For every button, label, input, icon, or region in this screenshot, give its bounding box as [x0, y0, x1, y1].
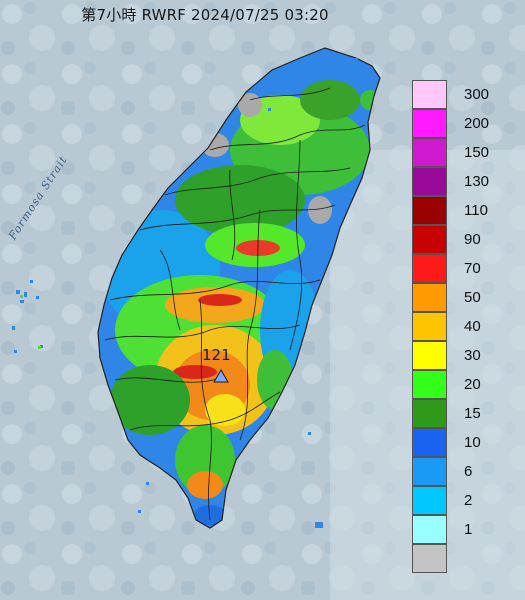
legend-swatch [412, 283, 447, 312]
legend-swatch [412, 167, 447, 196]
legend-label: 15 [464, 405, 481, 422]
legend-row: 70 [412, 254, 522, 283]
legend-swatch [412, 312, 447, 341]
legend-row: 1 [412, 515, 522, 544]
map-title: 第7小時 RWRF 2024/07/25 03:20 [81, 6, 329, 24]
legend-row: 110 [412, 196, 522, 225]
peak-value-label: 121 [202, 346, 231, 364]
legend-label: 50 [464, 289, 481, 306]
legend-label: 130 [464, 173, 490, 190]
legend-swatch [412, 109, 447, 138]
legend-swatch [412, 254, 447, 283]
legend-label: 300 [464, 86, 490, 103]
legend-swatch [412, 399, 447, 428]
legend-swatch [412, 80, 447, 109]
legend-swatch [412, 196, 447, 225]
legend-row: 30 [412, 341, 522, 370]
legend-label: 2 [464, 492, 473, 509]
legend-row: 15 [412, 399, 522, 428]
legend-swatch [412, 428, 447, 457]
legend-row: 2 [412, 486, 522, 515]
legend-swatch [412, 457, 447, 486]
legend-label: 30 [464, 347, 481, 364]
boundary-lines [104, 87, 366, 521]
legend-label: 6 [464, 463, 473, 480]
legend-swatch [412, 486, 447, 515]
sea-echoes-green [20, 295, 41, 349]
legend-label: 150 [464, 144, 490, 161]
legend-label: 10 [464, 434, 481, 451]
legend-label: 40 [464, 318, 481, 335]
legend-swatch [412, 138, 447, 167]
legend-row: 6 [412, 457, 522, 486]
legend-label: 90 [464, 231, 481, 248]
legend-swatch [412, 515, 447, 544]
legend-label: 200 [464, 115, 490, 132]
legend-swatch [412, 225, 447, 254]
legend-row [412, 544, 522, 573]
legend-label: 70 [464, 260, 481, 277]
legend-row: 300 [412, 80, 522, 109]
legend-row: 200 [412, 109, 522, 138]
peak-station-marker-icon [213, 369, 229, 383]
legend-swatch [412, 370, 447, 399]
legend-row: 20 [412, 370, 522, 399]
legend-swatch [412, 544, 447, 573]
legend-row: 50 [412, 283, 522, 312]
legend-row: 40 [412, 312, 522, 341]
sea-echoes [12, 58, 358, 528]
legend-swatch [412, 341, 447, 370]
legend-label: 1 [464, 521, 473, 538]
legend-row: 90 [412, 225, 522, 254]
legend-row: 150 [412, 138, 522, 167]
legend-label: 110 [464, 202, 488, 219]
legend-label: 20 [464, 376, 481, 393]
legend-row: 130 [412, 167, 522, 196]
legend-row: 10 [412, 428, 522, 457]
